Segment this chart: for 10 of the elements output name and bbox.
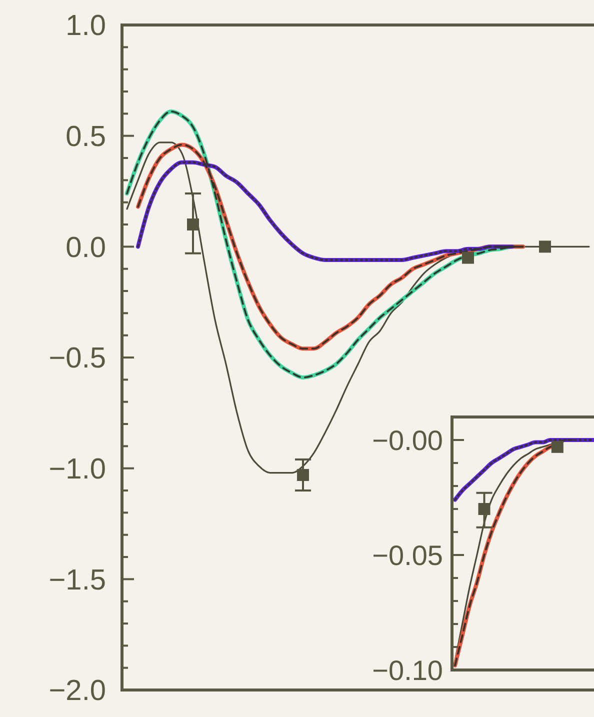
y-tick-label: −0.10 bbox=[372, 654, 443, 686]
y-tick-label: −0.05 bbox=[372, 540, 443, 571]
y-tick-label: −1.5 bbox=[48, 564, 106, 596]
y-tick-label: −0.00 bbox=[372, 424, 443, 456]
y-tick-label: −0.5 bbox=[48, 342, 106, 375]
y-tick-label: −1.0 bbox=[48, 453, 106, 486]
y-tick-label: 0.5 bbox=[66, 120, 106, 153]
y-tick-label: −2.0 bbox=[48, 675, 106, 708]
y-tick-label: 0.0 bbox=[66, 232, 106, 264]
y-tick-label: 1.0 bbox=[66, 10, 106, 42]
